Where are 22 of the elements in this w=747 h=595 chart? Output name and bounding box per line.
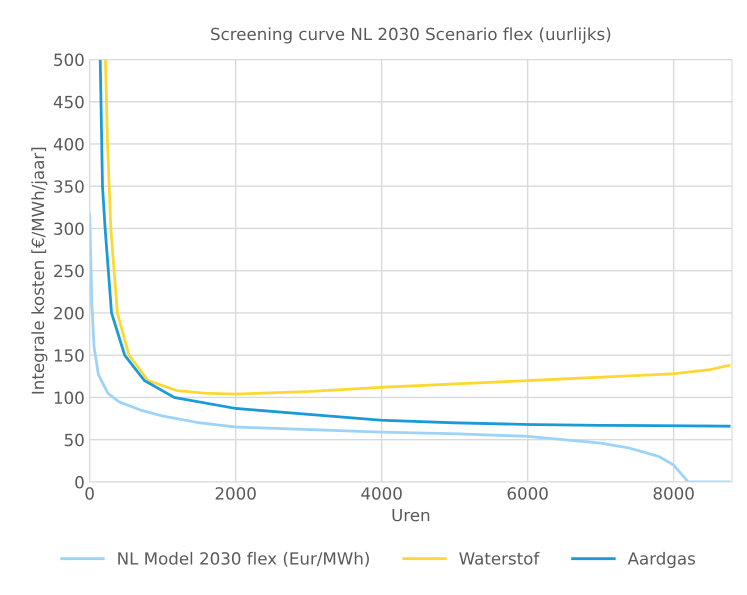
y-tick-label: 450 bbox=[54, 96, 84, 108]
y-tick-label: 400 bbox=[54, 138, 84, 151]
x-tick-label: 4000 bbox=[361, 487, 402, 500]
x-tick-label: 6000 bbox=[508, 487, 548, 500]
y-tick-label: 200 bbox=[54, 306, 84, 320]
y-axis-title: Integrale kosten [€/MWh/jaar] bbox=[31, 148, 48, 394]
y-tick-label: 500 bbox=[54, 53, 84, 66]
x-tick-label: 0 bbox=[85, 487, 94, 500]
y-tick-label: 100 bbox=[54, 391, 84, 404]
x-tick-label: 2000 bbox=[216, 487, 256, 500]
y-tick-label: 0 bbox=[75, 476, 84, 489]
legend-label: Aardgas bbox=[628, 552, 695, 568]
x-tick-label: 8000 bbox=[654, 487, 694, 500]
legend-label: NL Model 2030 flex (Eur/MWh) bbox=[118, 552, 369, 567]
y-tick-label: 250 bbox=[54, 264, 84, 278]
x-axis-title: Uren bbox=[392, 509, 430, 522]
y-tick-label: 350 bbox=[54, 180, 84, 193]
legend-label: Waterstof bbox=[459, 552, 540, 565]
y-tick-label: 300 bbox=[54, 222, 84, 236]
y-tick-label: 150 bbox=[54, 349, 84, 362]
chart-title: Screening curve NL 2030 Scenario flex (uurlijks) bbox=[211, 27, 610, 44]
y-tick-label: 50 bbox=[64, 434, 84, 446]
